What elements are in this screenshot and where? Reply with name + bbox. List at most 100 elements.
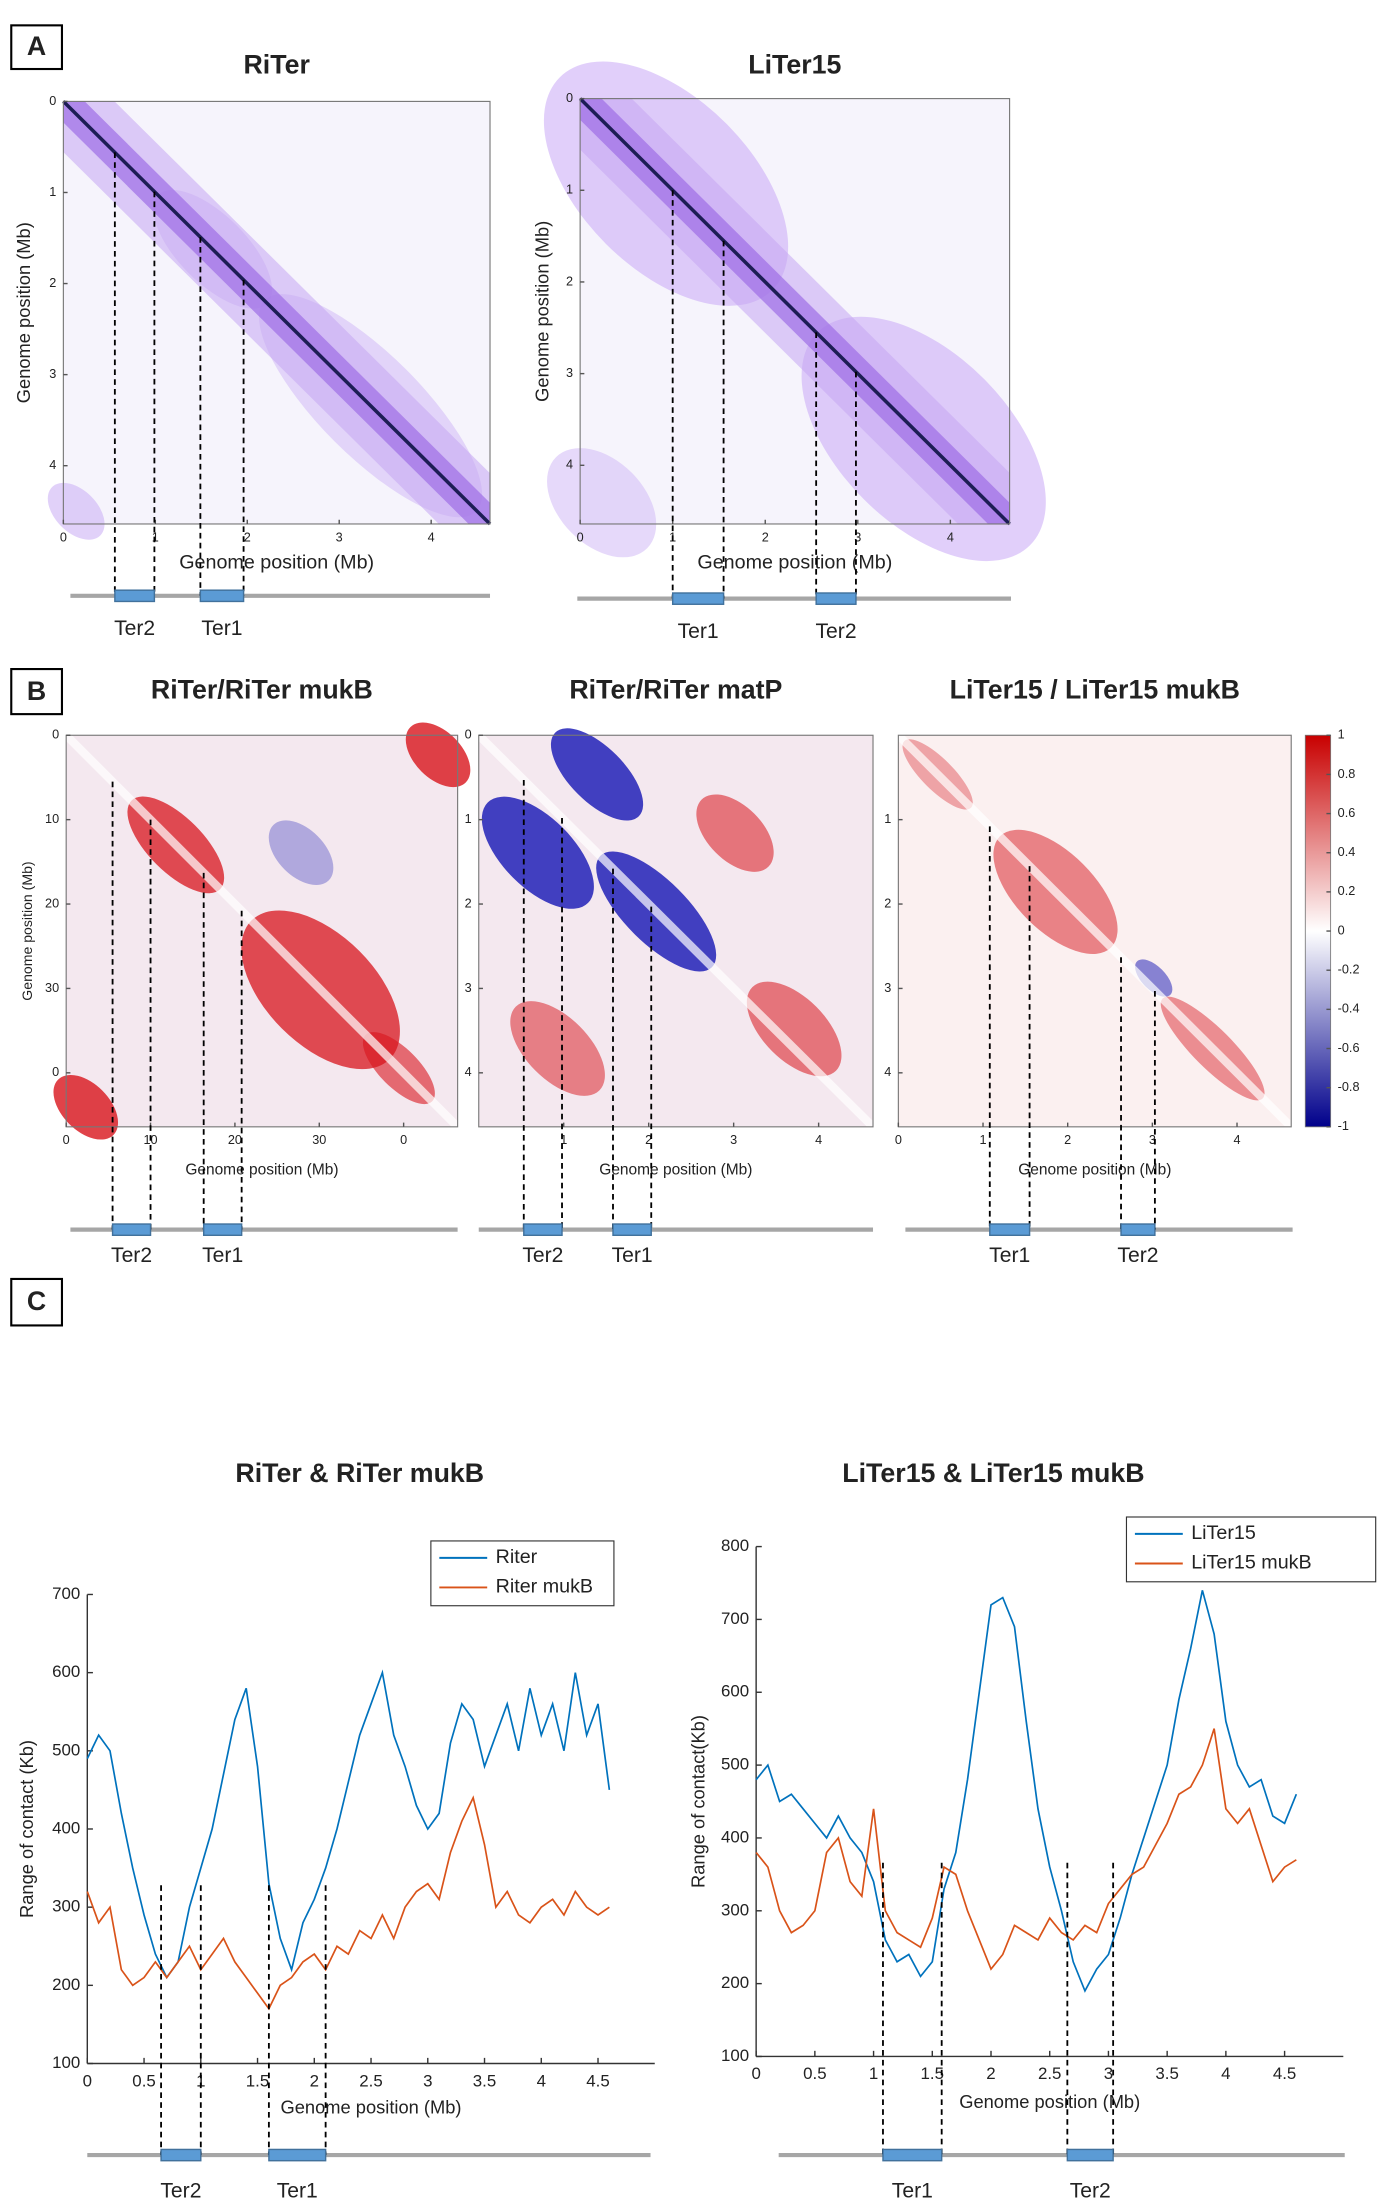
y-tick-label: 300 (721, 1900, 749, 1919)
y-axis-label: Genome position (Mb) (531, 221, 552, 402)
x-tick-label: 4 (428, 530, 435, 544)
heatmap-texture (481, 796, 594, 909)
plot-frame (478, 734, 874, 1128)
legend (430, 1540, 615, 1607)
heatmap (543, 61, 1046, 562)
ter-region (202, 1223, 243, 1236)
x-axis-label: Genome position (Mb) (281, 2096, 462, 2117)
plot-frame (579, 98, 1011, 525)
y-tick-label: 20 (45, 896, 59, 910)
ter-label: Ter2 (1070, 2179, 1111, 2202)
x-axis-label: Genome position (Mb) (1018, 1162, 1171, 1179)
x-tick-label: 3 (423, 2071, 432, 2090)
x-tick-label: 3 (730, 1133, 737, 1147)
y-tick-label: 2 (49, 276, 56, 290)
x-tick-label: 30 (312, 1133, 326, 1147)
plot-frame (62, 100, 491, 525)
x-tick-label: 3.5 (473, 2071, 496, 2090)
colorbar-tick-label: -0.8 (1338, 1080, 1360, 1094)
ter-label: Ter1 (202, 1244, 243, 1267)
ter-region (989, 1223, 1031, 1236)
ter-label: Ter1 (201, 617, 242, 640)
x-tick-label: 4 (1221, 2064, 1230, 2083)
y-tick-label: 200 (52, 1975, 80, 1994)
y-axis-label: Genome position (Mb) (13, 222, 34, 403)
x-tick-label: 4 (1234, 1133, 1241, 1147)
ter-region (612, 1223, 652, 1236)
ter-label: Ter1 (678, 620, 719, 643)
ter-region (160, 2148, 202, 2162)
ter-label: Ter1 (989, 1244, 1030, 1267)
heatmap (47, 100, 492, 540)
ter-label: Ter1 (892, 2179, 933, 2202)
heatmap-texture (62, 100, 492, 526)
ter-region (815, 592, 857, 605)
legend-label: LiTer15 (1191, 1522, 1256, 1544)
ter-label: Ter1 (612, 1244, 653, 1267)
x-tick-label: 0 (400, 1133, 407, 1147)
x-tick-label: 4.5 (586, 2071, 609, 2090)
heatmap-texture (696, 794, 774, 872)
ter-label: Ter2 (111, 1244, 152, 1267)
x-tick-label: 2 (762, 530, 769, 544)
heatmap-texture (746, 981, 842, 1077)
x-axis-label: Genome position (Mb) (599, 1162, 752, 1179)
x-tick-label: 1 (152, 530, 159, 544)
x-tick-label: 1.5 (921, 2064, 944, 2083)
ter-region (882, 2148, 943, 2162)
ter-label: Ter2 (160, 2179, 201, 2202)
colorbar-tick-label: 0 (1338, 923, 1345, 937)
x-tick-label: 2 (986, 2064, 995, 2083)
colorbar (1304, 734, 1332, 1128)
y-axis-label: Range of contact(Kb) (688, 1715, 709, 1888)
chart-title: RiTer/RiTer matP (569, 675, 782, 705)
heatmap-texture (405, 722, 471, 788)
y-tick-label: 600 (52, 1662, 80, 1681)
x-tick-label: 0 (577, 530, 584, 544)
chart-title: LiTer15 (748, 49, 841, 79)
x-tick-label: 0 (63, 1133, 70, 1147)
x-tick-label: 4 (815, 1133, 822, 1147)
ter-label: Ter2 (1117, 1244, 1158, 1267)
y-tick-label: 3 (465, 981, 472, 995)
y-tick-label: 2 (465, 896, 472, 910)
x-tick-label: 20 (228, 1133, 242, 1147)
y-tick-label: 500 (721, 1755, 749, 1774)
y-tick-label: 600 (721, 1682, 749, 1701)
colorbar-tick-label: 0.4 (1338, 845, 1356, 859)
y-tick-label: 4 (566, 458, 573, 472)
panel-label: A (27, 31, 46, 61)
x-tick-label: 4 (537, 2071, 546, 2090)
legend-label: Riter mukB (496, 1576, 593, 1598)
colorbar-tick-label: -0.6 (1338, 1041, 1360, 1055)
y-tick-label: 1 (566, 183, 573, 197)
x-tick-label: 1 (560, 1133, 567, 1147)
x-tick-label: 0.5 (803, 2064, 826, 2083)
ter-label: Ter2 (816, 620, 857, 643)
x-tick-label: 2 (645, 1133, 652, 1147)
colorbar-tick-label: 1 (1338, 728, 1345, 742)
x-tick-label: 0 (895, 1133, 902, 1147)
y-tick-label: 4 (49, 458, 56, 472)
heatmap (478, 728, 874, 1127)
x-tick-label: 1.5 (246, 2071, 269, 2090)
ter-region (199, 589, 245, 603)
y-tick-label: 400 (52, 1818, 80, 1837)
y-tick-label: 0 (52, 728, 59, 742)
x-tick-label: 3 (854, 530, 861, 544)
y-tick-label: 400 (721, 1827, 749, 1846)
x-tick-label: 1 (196, 2071, 205, 2090)
x-axis-label: Genome position (Mb) (959, 2091, 1140, 2112)
heatmap-texture (898, 735, 1292, 1127)
panel-label: C (27, 1286, 46, 1316)
panel-label: B (27, 676, 46, 706)
y-tick-label: 100 (52, 2053, 80, 2072)
x-tick-label: 3 (1104, 2064, 1113, 2083)
heatmap-texture (53, 1074, 119, 1140)
y-axis-label: Genome position (Mb) (19, 861, 35, 1000)
y-axis-label: Range of contact (Kb) (16, 1740, 37, 1918)
heatmap-texture (578, 97, 1011, 526)
x-tick-label: 3 (336, 530, 343, 544)
y-tick-label: 1 (49, 185, 56, 199)
x-tick-label: 2.5 (359, 2071, 382, 2090)
